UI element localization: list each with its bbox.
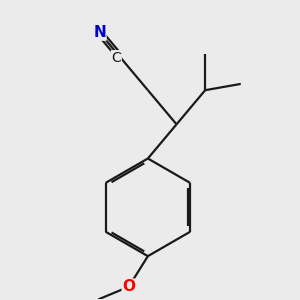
Text: N: N: [93, 25, 106, 40]
Text: O: O: [122, 279, 135, 294]
Text: C: C: [111, 51, 121, 65]
